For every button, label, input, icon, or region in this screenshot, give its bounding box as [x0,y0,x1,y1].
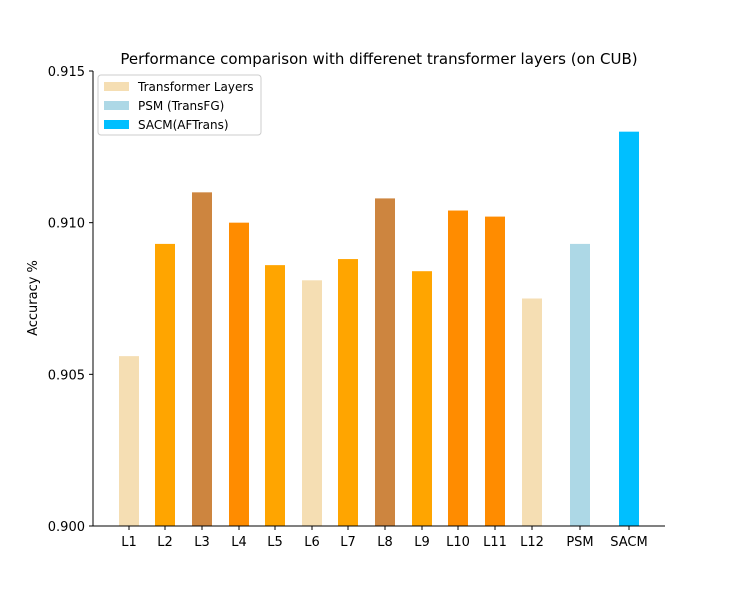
bar-l12 [522,298,542,526]
bar-l6 [302,280,322,526]
y-axis-label: Accuracy % [26,260,41,336]
legend: Transformer Layers PSM (TransFG) SACM(AFTr… [97,74,262,136]
x-tick-label: L7 [340,535,356,550]
x-tick-label: L10 [446,535,470,550]
bar-l1 [119,356,139,526]
x-tick-label: L1 [121,535,137,550]
bar-l8 [375,198,395,526]
bar-l5 [265,265,285,526]
x-tick-label: PSM [566,535,593,550]
legend-frame [97,74,262,136]
legend-swatch [104,82,129,91]
x-tick-label: L4 [231,535,247,550]
x-tick-label: SACM [610,535,647,550]
legend-label: PSM (TransFG) [138,99,224,113]
bar-l7 [338,259,358,526]
bar-l3 [192,192,212,527]
y-tick-label: 0.900 [48,520,85,535]
y-tick-label: 0.905 [48,368,85,383]
bar-psm [570,243,590,526]
x-tick-label: L11 [483,535,507,550]
legend-swatch [104,120,129,129]
x-tick-label: L3 [194,535,210,550]
bar-sacm [619,131,639,526]
x-tick-label: L6 [304,535,320,550]
legend-label: SACM(AFTrans) [138,118,229,132]
x-tick-label: L8 [377,535,393,550]
legend-swatch [104,101,129,110]
x-tick-label: L2 [157,535,173,550]
x-tick-label: L12 [520,535,544,550]
y-tick-label: 0.910 [48,217,85,232]
bar-l2 [155,243,175,526]
y-tick-label: 0.915 [48,65,85,80]
x-tick-label: L5 [267,535,283,550]
legend-label: Transformer Layers [137,80,254,94]
bar-l4 [229,222,249,526]
bar-l10 [448,210,468,527]
bar-l9 [412,271,432,526]
chart-title: Performance comparison with differenet t… [120,50,637,68]
x-tick-label: L9 [414,535,430,550]
bar-l11 [485,216,505,526]
